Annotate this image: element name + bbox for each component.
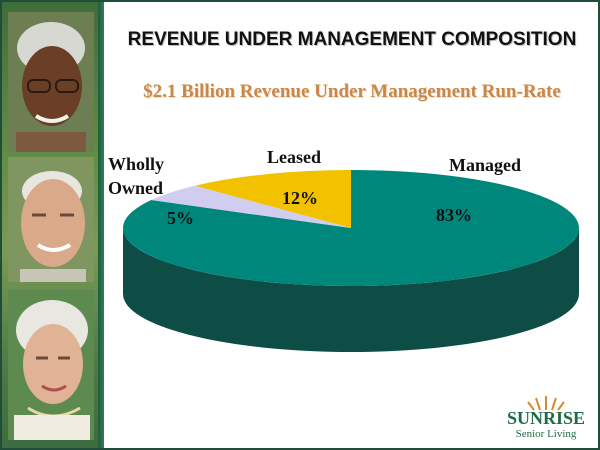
legend-label-leased: Leased [267,147,321,167]
legend-label-wholly: Wholly [108,154,164,174]
sunrise-rays-icon [527,396,565,411]
accent-bar [98,2,104,448]
data-label-managed: 83% [436,205,472,225]
slide-subtitle: $2.1 Billion Revenue Under Management Ru… [143,81,561,102]
pie-side-managed [123,228,579,352]
pie-slice-wholly-owned [151,185,351,228]
senior-woman-2-photo [8,290,94,440]
sunrise-logo: SUNRISE Senior Living [502,396,592,444]
senior-woman-photo [8,12,94,152]
legend-label-managed: Managed [449,155,521,175]
legend-label-owned: Owned [108,178,163,198]
logo-tagline: Senior Living [515,428,577,440]
slide-title: REVENUE UNDER MANAGEMENT COMPOSITION [127,29,577,50]
logo-brand: SUNRISE [506,408,586,428]
senior-man-photo [8,157,94,282]
data-label-wholly-owned: 5% [167,208,194,228]
pie-slice-leased [194,170,351,228]
data-label-leased: 12% [282,188,318,208]
photo-strip [2,2,98,448]
